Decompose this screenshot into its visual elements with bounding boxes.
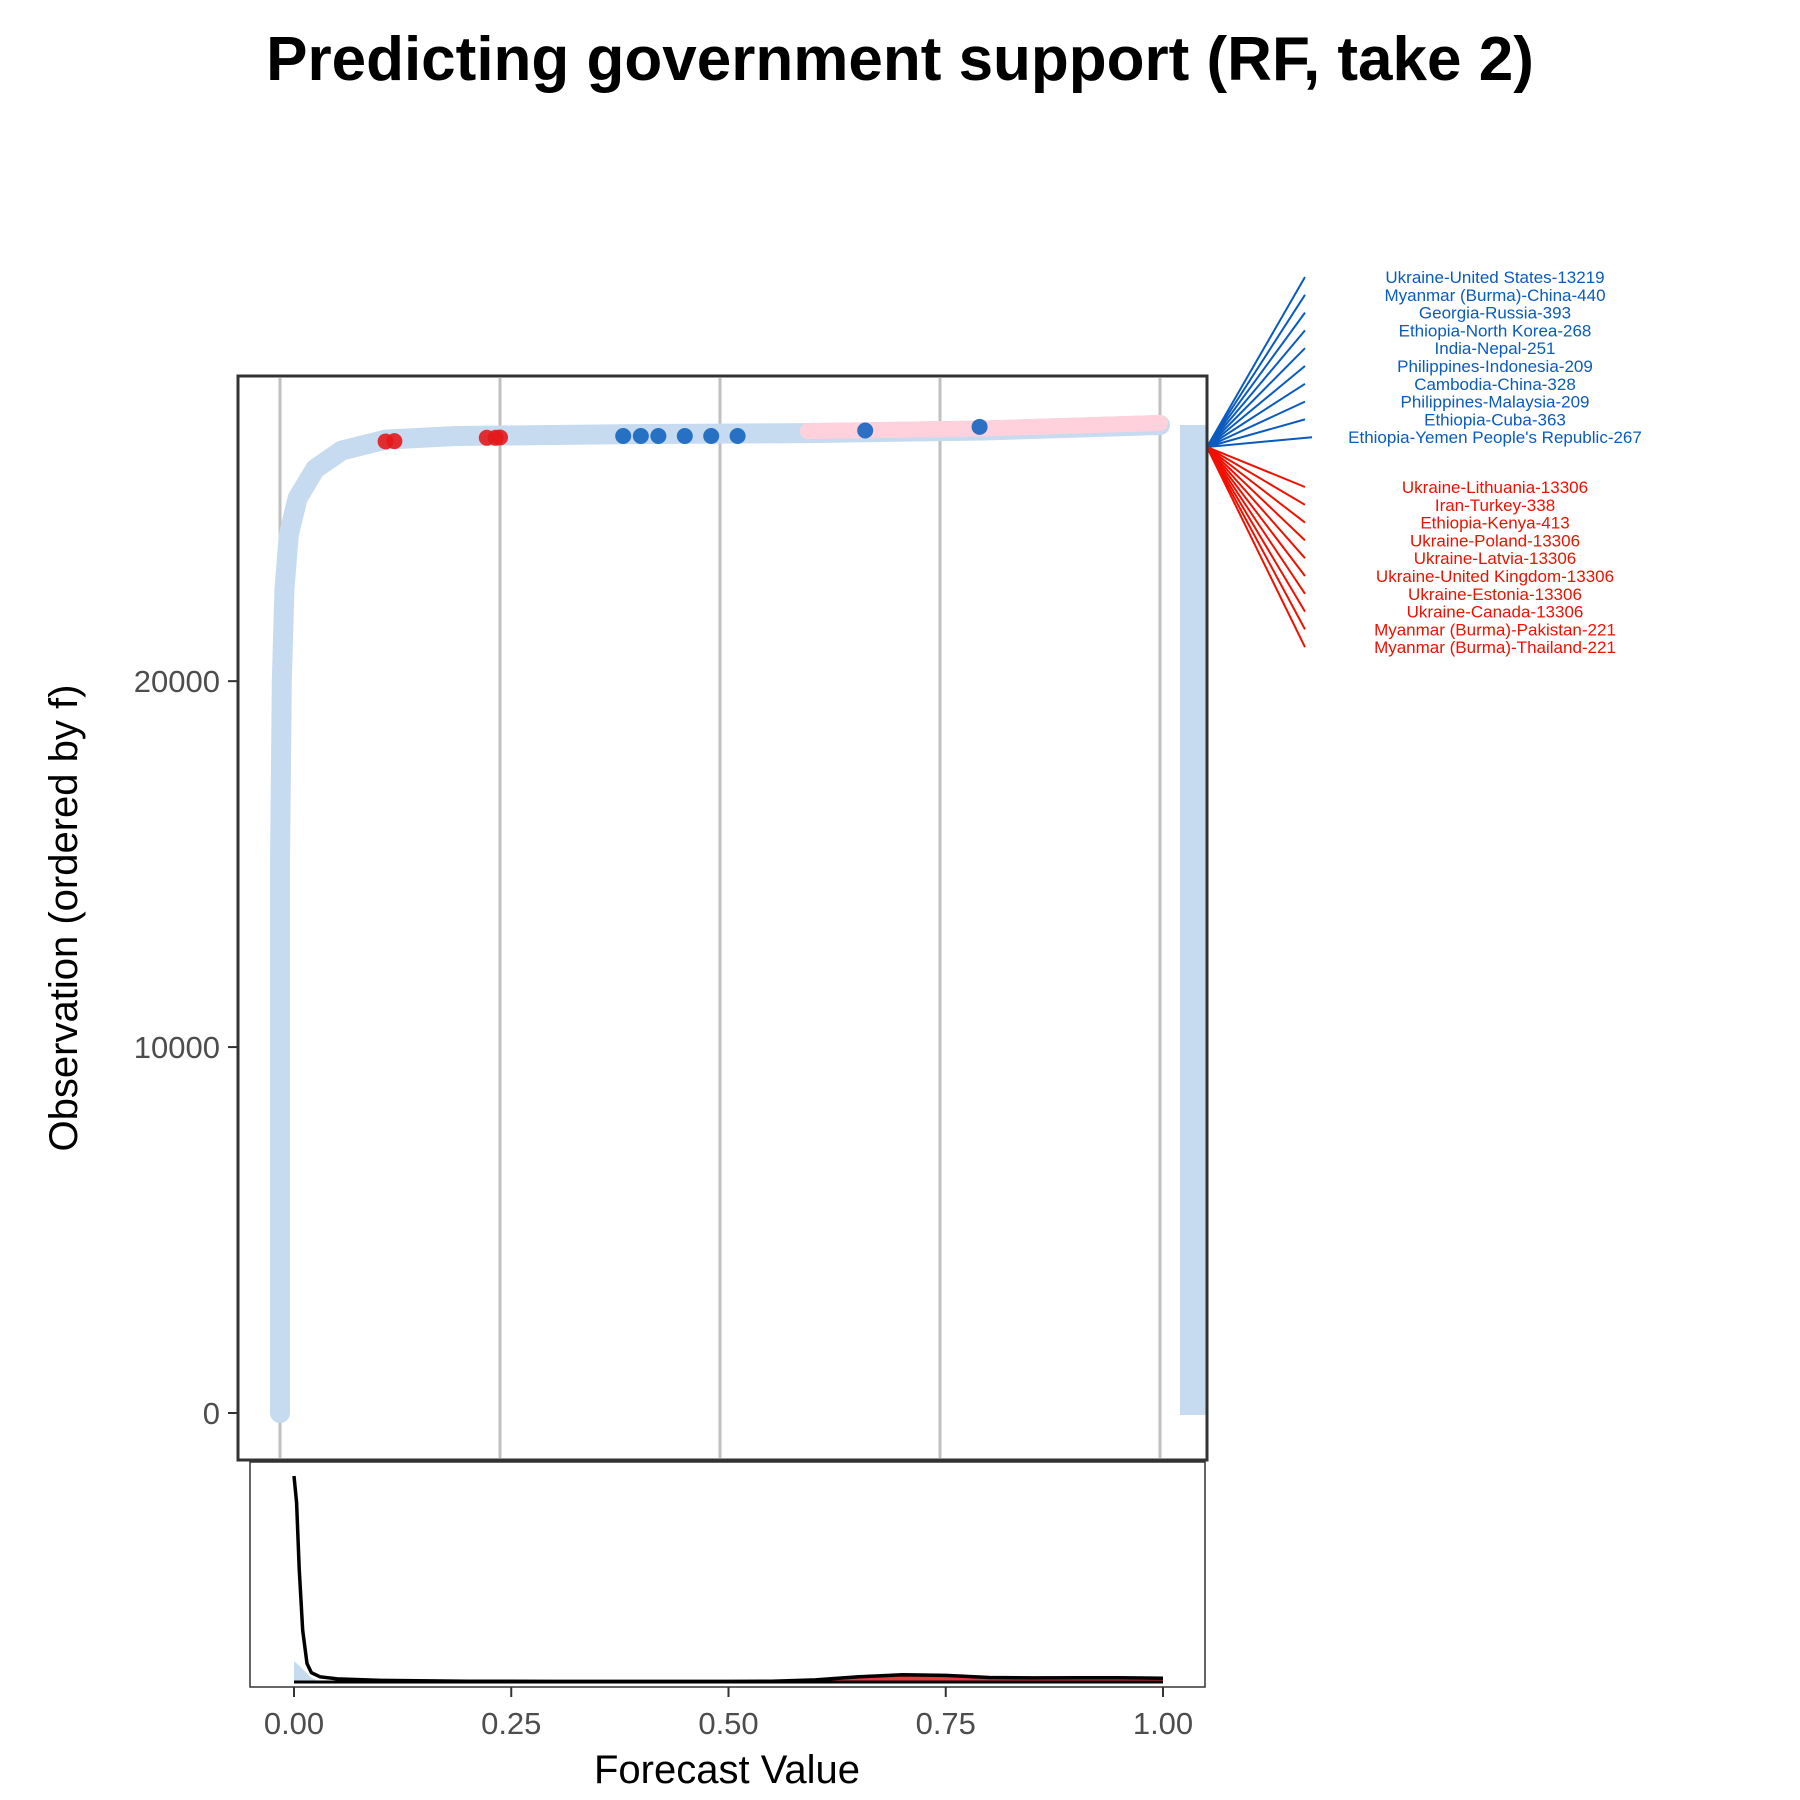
false-negative-labels: Ukraine-Lithuania-13306Iran-Turkey-338Et…	[1374, 478, 1616, 657]
fp-label-0: Ukraine-United States-13219	[1385, 268, 1604, 287]
fp-leader-9	[1206, 436, 1313, 448]
fp-leader-0	[1206, 276, 1306, 448]
x-tick-label-3: 0.75	[916, 1706, 976, 1741]
fp-leader-4	[1206, 347, 1306, 448]
fn-label-5: Ukraine-United Kingdom-13306	[1376, 567, 1614, 586]
fn-label-3: Ukraine-Poland-13306	[1410, 531, 1580, 550]
fp-label-6: Cambodia-China-328	[1414, 375, 1576, 394]
x-axis-title: Forecast Value	[594, 1748, 860, 1792]
y-axis-ticks: 0 10000 20000	[134, 664, 238, 1431]
fn-leader-4	[1206, 446, 1306, 559]
separation-plot-panel: 0 10000 20000 Observation (ordered by f)	[42, 276, 1313, 1462]
fn-leader-1	[1206, 446, 1306, 506]
fp-leader-1	[1206, 294, 1306, 448]
main-panel-border	[236, 374, 1209, 1462]
negative-point-1	[632, 427, 649, 444]
positive-density-area	[294, 1675, 1163, 1682]
y-tick-label-1: 10000	[134, 1030, 220, 1065]
fp-leader-3	[1206, 329, 1306, 448]
x-axis-ticks: 0.00 0.25 0.50 0.75 1.00	[264, 1687, 1193, 1741]
fp-leader-6	[1206, 382, 1306, 448]
vertical-gridlines	[278, 378, 1162, 1458]
fp-label-2: Georgia-Russia-393	[1419, 304, 1571, 323]
fp-leader-7	[1206, 400, 1306, 448]
fn-leader-7	[1206, 446, 1306, 613]
fn-label-4: Ukraine-Latvia-13306	[1414, 549, 1577, 568]
fn-leader-0	[1206, 446, 1306, 488]
forecast-curve-line	[270, 415, 1170, 1423]
y-tick-label-2: 20000	[134, 664, 220, 699]
negative-density-fill	[294, 1661, 321, 1682]
positive-point-4	[492, 429, 508, 446]
x-tick-label-4: 1.00	[1133, 1706, 1193, 1741]
negative-point-2	[650, 427, 667, 444]
fn-label-1: Iran-Turkey-338	[1435, 496, 1555, 515]
fn-leader-3	[1206, 446, 1306, 542]
fp-label-5: Philippines-Indonesia-209	[1397, 357, 1593, 376]
fp-label-1: Myanmar (Burma)-China-440	[1384, 286, 1605, 305]
overall-density-line	[292, 1475, 1164, 1684]
fp-label-3: Ethiopia-North Korea-268	[1399, 321, 1592, 340]
negative-point-6	[857, 422, 874, 439]
fp-leader-5	[1206, 365, 1306, 448]
negative-point-7	[971, 418, 988, 435]
density-panel-border	[249, 1461, 1206, 1688]
fn-leader-6	[1206, 446, 1306, 595]
chart-title: Predicting government support (RF, take …	[266, 25, 1534, 94]
fn-leader-8	[1206, 446, 1306, 630]
fp-label-4: India-Nepal-251	[1435, 339, 1556, 358]
y-axis-title: Observation (ordered by f)	[42, 685, 86, 1152]
fn-leader-2	[1206, 446, 1306, 524]
fp-label-8: Ethiopia-Cuba-363	[1424, 410, 1566, 429]
fp-label-9: Ethiopia-Yemen People's Republic-267	[1348, 428, 1642, 447]
label-guide-lines	[1206, 276, 1313, 648]
negative-point-0	[615, 427, 632, 444]
fn-label-6: Ukraine-Estonia-13306	[1408, 585, 1582, 604]
fn-label-8: Myanmar (Burma)-Pakistan-221	[1374, 620, 1616, 639]
fn-label-0: Ukraine-Lithuania-13306	[1402, 478, 1588, 497]
fn-leader-5	[1206, 446, 1306, 577]
negative-point-4	[703, 427, 720, 444]
negative-point-5	[729, 427, 746, 444]
density-areas	[292, 1475, 1164, 1684]
separation-bar	[1180, 425, 1207, 1415]
fn-label-2: Ethiopia-Kenya-413	[1420, 514, 1569, 533]
x-tick-label-1: 0.25	[481, 1706, 541, 1741]
highlight-points	[377, 418, 988, 450]
y-tick-label-0: 0	[203, 1396, 220, 1431]
x-tick-label-2: 0.50	[698, 1706, 758, 1741]
negative-point-3	[676, 427, 693, 444]
positive-point-1	[386, 433, 403, 450]
fn-label-9: Myanmar (Burma)-Thailand-221	[1374, 638, 1616, 657]
fp-label-7: Philippines-Malaysia-209	[1401, 393, 1590, 412]
fn-leader-9	[1206, 446, 1306, 648]
fn-label-7: Ukraine-Canada-13306	[1407, 603, 1584, 622]
fp-leader-2	[1206, 312, 1306, 448]
x-tick-label-0: 0.00	[264, 1706, 324, 1741]
density-plot-panel: 0.00 0.25 0.50 0.75 1.00 Forecast Value	[249, 1461, 1206, 1792]
fp-leader-8	[1206, 418, 1306, 448]
